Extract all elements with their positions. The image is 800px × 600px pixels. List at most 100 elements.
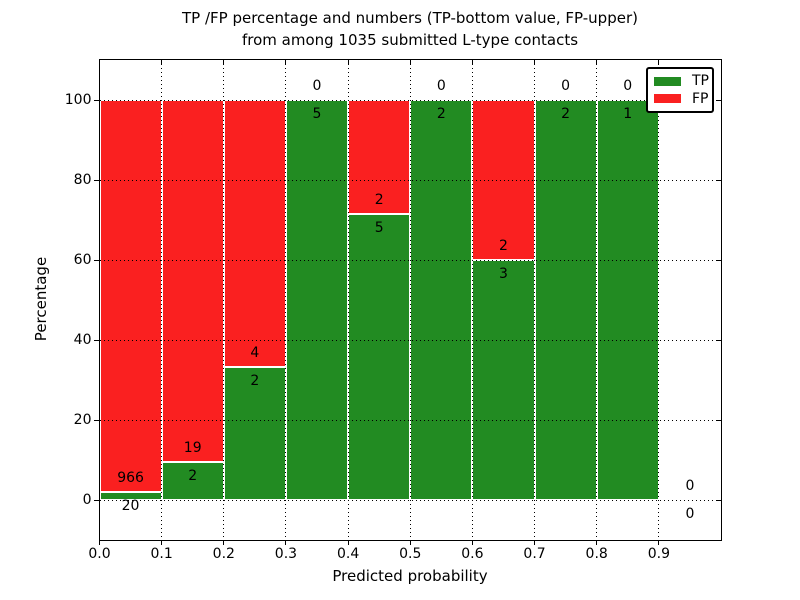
x-tick-label: 0.8 bbox=[585, 546, 608, 562]
x-tick-label: 0.2 bbox=[212, 546, 235, 562]
y-tick-label: 40 bbox=[73, 332, 92, 348]
x-tick-mark bbox=[347, 540, 349, 545]
y-tick-label: 20 bbox=[73, 412, 92, 428]
tp-count-label: 1 bbox=[623, 106, 633, 122]
tp-color-swatch bbox=[654, 76, 681, 86]
chart-title-line1: TP /FP percentage and numbers (TP-bottom… bbox=[182, 9, 638, 27]
x-tick-mark bbox=[471, 540, 473, 545]
x-tick-mark bbox=[534, 540, 536, 545]
bar-tp-segment bbox=[348, 214, 411, 500]
fp-count-label: 0 bbox=[436, 78, 446, 94]
chart-title-line2: from among 1035 submitted L-type contact… bbox=[241, 31, 579, 49]
fp-count-label: 966 bbox=[117, 469, 144, 486]
x-tick-mark-top bbox=[596, 60, 598, 64]
bar-tp-segment bbox=[161, 461, 224, 500]
gridline-vertical bbox=[658, 60, 660, 540]
fp-count-label: 2 bbox=[374, 192, 384, 209]
y-tick-label: 100 bbox=[64, 92, 92, 108]
y-tick-mark bbox=[93, 419, 99, 421]
x-tick-mark bbox=[409, 540, 411, 545]
tp-count-label: 2 bbox=[188, 467, 198, 484]
tp-count-label: 2 bbox=[436, 106, 446, 122]
legend: TP FP bbox=[646, 67, 714, 113]
gridline-vertical bbox=[409, 60, 411, 540]
y-tick-mark-right bbox=[717, 419, 721, 421]
x-tick-label: 0.5 bbox=[399, 546, 422, 562]
fp-count-label: 4 bbox=[250, 344, 260, 361]
gridline-vertical bbox=[161, 60, 163, 540]
fp-count-label: 0 bbox=[561, 78, 571, 94]
x-tick-label: 0.3 bbox=[274, 546, 298, 562]
bar-tp-segment bbox=[472, 260, 535, 500]
y-tick-mark-right bbox=[717, 179, 721, 181]
x-tick-label: 0.1 bbox=[150, 546, 173, 562]
tp-count-label: 2 bbox=[561, 106, 571, 122]
x-tick-mark-top bbox=[347, 60, 349, 64]
y-tick-mark-right bbox=[717, 499, 721, 501]
bar-fp-segment bbox=[348, 100, 411, 215]
y-tick-mark bbox=[93, 259, 99, 261]
tp-count-label: 0 bbox=[685, 506, 695, 522]
fp-count-label: 19 bbox=[183, 439, 202, 456]
x-tick-mark-top bbox=[161, 60, 163, 64]
x-tick-mark bbox=[596, 540, 598, 545]
x-axis-label: Predicted probability bbox=[332, 567, 488, 585]
x-tick-mark bbox=[99, 540, 100, 545]
y-tick-mark bbox=[93, 499, 99, 501]
x-tick-mark bbox=[285, 540, 287, 545]
y-tick-mark-right bbox=[717, 99, 721, 101]
x-tick-label: 0.0 bbox=[88, 546, 111, 562]
x-tick-mark bbox=[161, 540, 163, 545]
bar-tp-segment bbox=[596, 100, 659, 500]
y-tick-mark bbox=[93, 179, 99, 181]
x-tick-label: 0.9 bbox=[647, 546, 670, 562]
fp-count-label: 0 bbox=[623, 78, 633, 94]
y-tick-label: 80 bbox=[73, 172, 92, 188]
bar-fp-segment bbox=[161, 100, 224, 462]
tp-count-label: 20 bbox=[121, 497, 140, 514]
x-tick-label: 0.4 bbox=[336, 546, 360, 562]
bar-tp-segment bbox=[223, 366, 286, 500]
legend-label-fp: FP bbox=[692, 90, 709, 107]
x-tick-mark-top bbox=[471, 60, 473, 64]
x-tick-mark-top bbox=[409, 60, 411, 64]
bar-fp-segment bbox=[223, 100, 286, 367]
legend-item-tp: TP bbox=[654, 73, 709, 90]
y-axis-label: Percentage bbox=[32, 256, 50, 342]
x-tick-mark bbox=[223, 540, 225, 545]
fp-color-swatch bbox=[654, 94, 681, 104]
tp-count-label: 2 bbox=[250, 372, 260, 389]
y-tick-mark bbox=[93, 339, 99, 341]
gridline-vertical bbox=[347, 60, 349, 540]
bar-tp-segment bbox=[410, 100, 473, 500]
y-tick-mark bbox=[93, 99, 99, 101]
bar-tp-segment bbox=[285, 100, 349, 500]
legend-item-fp: FP bbox=[654, 90, 709, 107]
bar-fp-segment bbox=[99, 100, 162, 492]
gridline-vertical bbox=[471, 60, 473, 540]
y-tick-mark-right bbox=[717, 259, 721, 261]
fp-count-label: 2 bbox=[499, 238, 508, 254]
gridline-vertical bbox=[223, 60, 225, 540]
gridline-vertical bbox=[596, 60, 598, 540]
x-tick-mark-top bbox=[285, 60, 287, 64]
x-tick-label: 0.6 bbox=[461, 546, 484, 562]
bar-tp-segment bbox=[99, 491, 162, 500]
bar-tp-segment bbox=[534, 100, 597, 500]
fp-count-label: 0 bbox=[312, 78, 322, 94]
legend-label-tp: TP bbox=[692, 73, 709, 90]
tp-count-label: 5 bbox=[374, 220, 384, 237]
x-tick-mark-top bbox=[534, 60, 536, 64]
gridline-vertical bbox=[285, 60, 287, 540]
x-tick-mark-top bbox=[658, 60, 660, 64]
x-tick-mark bbox=[658, 540, 660, 545]
x-tick-label: 0.7 bbox=[523, 546, 546, 562]
y-tick-mark-right bbox=[717, 339, 721, 341]
gridline-vertical bbox=[534, 60, 536, 540]
y-tick-label: 0 bbox=[82, 492, 92, 508]
x-tick-mark-top bbox=[99, 60, 100, 64]
tp-count-label: 3 bbox=[499, 266, 508, 282]
y-tick-label: 60 bbox=[73, 252, 92, 268]
fp-count-label: 0 bbox=[685, 478, 695, 494]
